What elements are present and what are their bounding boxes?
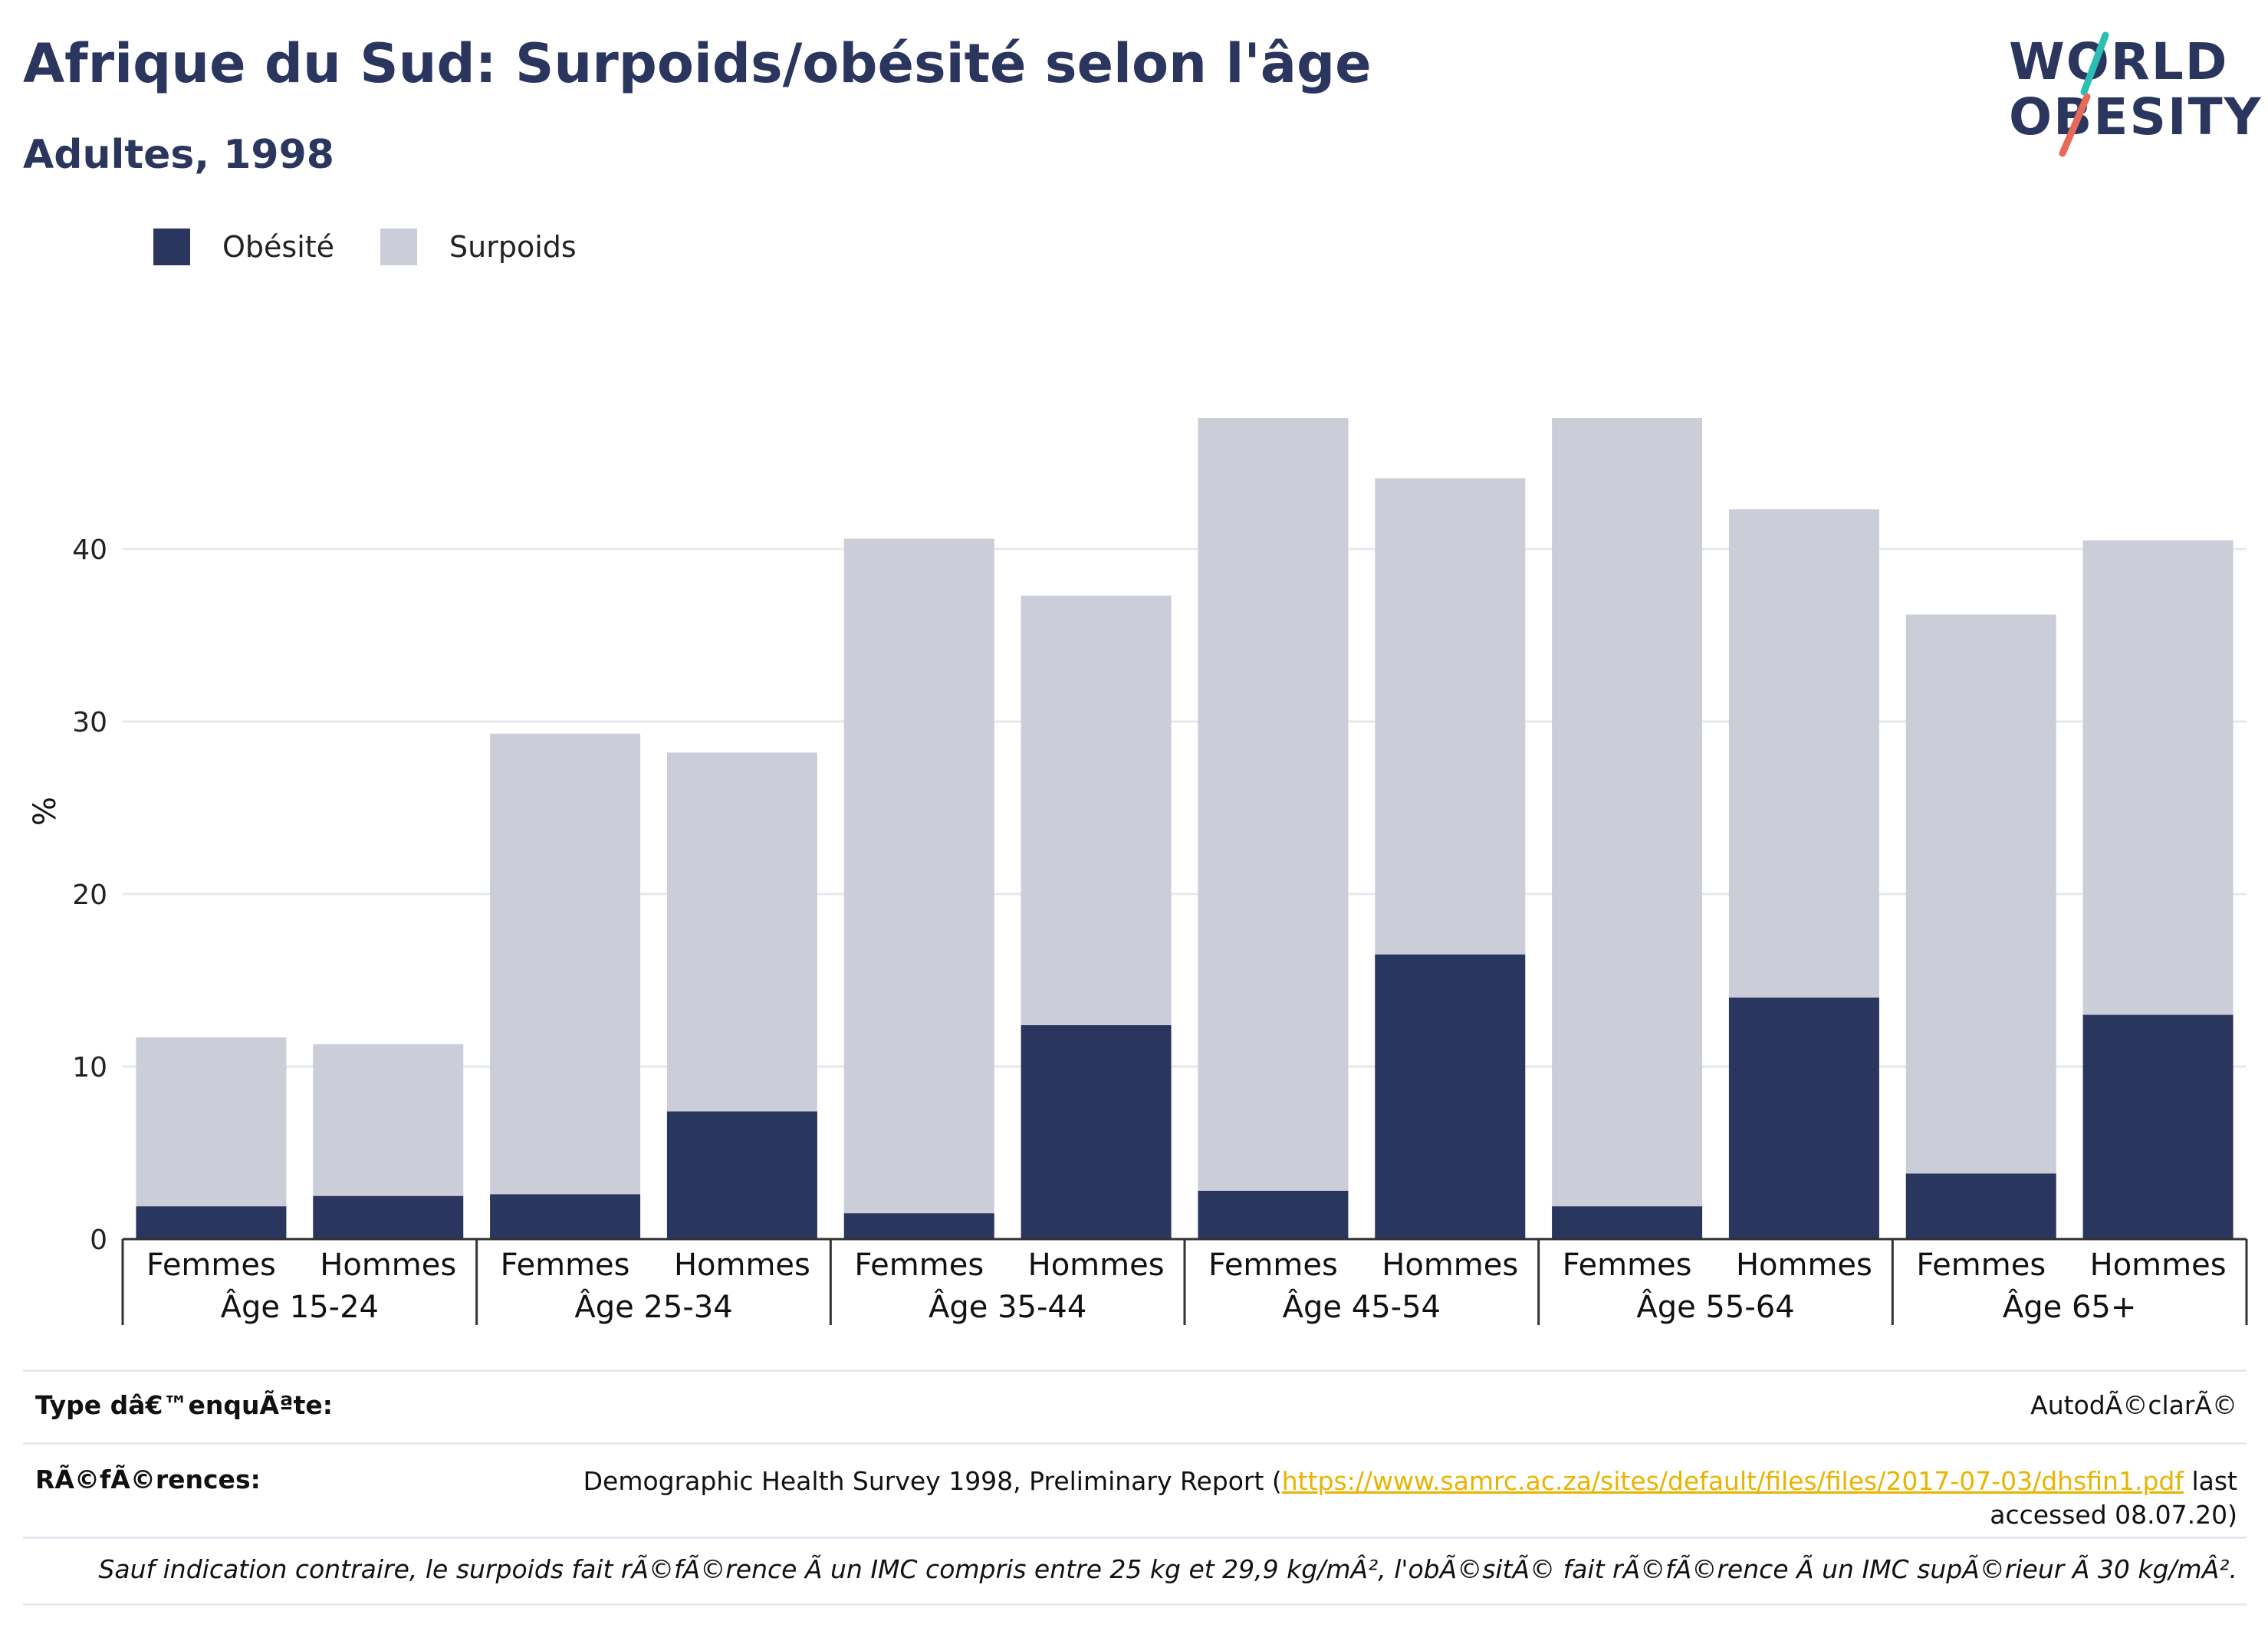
logo-slash-icon — [2059, 31, 2109, 157]
references-link[interactable]: https://www.samrc.ac.za/sites/default/fi… — [1281, 1466, 2184, 1496]
y-axis-label: % — [28, 797, 63, 826]
x-group-label: Âge 55-64 — [1636, 1288, 1794, 1325]
bar-obesity — [1905, 1173, 2056, 1239]
y-tick-label: 30 — [72, 707, 107, 738]
x-category-label: Femmes — [1916, 1248, 2046, 1283]
x-group-label: Âge 45-54 — [1283, 1288, 1441, 1325]
bar-overweight — [1198, 418, 1349, 1191]
bar-overweight — [490, 733, 641, 1195]
y-tick-label: 0 — [90, 1225, 107, 1256]
x-category-label: Femmes — [854, 1248, 984, 1283]
x-group-label: Âge 65+ — [2003, 1288, 2137, 1325]
bar-overweight — [843, 538, 994, 1214]
x-category-label: Femmes — [501, 1248, 630, 1283]
bar-overweight — [1728, 509, 1879, 998]
info-table: Type dâ€™enquÃªte: AutodÃ©clarÃ© RÃ©fÃ©r… — [23, 1369, 2247, 1606]
survey-type-label: Type dâ€™enquÃªte: — [35, 1390, 333, 1420]
x-category-label: Femmes — [1563, 1248, 1692, 1283]
legend-label-obesity: Obésité — [222, 230, 335, 264]
logo-line-1: WORLD — [2009, 32, 2229, 91]
x-category-label: Hommes — [674, 1248, 810, 1283]
chart-subtitle: Adultes, 1998 — [23, 132, 334, 178]
x-category-label: Femmes — [1208, 1248, 1338, 1283]
legend-label-overweight: Surpoids — [449, 230, 577, 264]
bar-obesity — [843, 1213, 994, 1239]
world-obesity-logo: WORLD OBESITY — [2001, 23, 2260, 169]
bar-obesity — [2082, 1014, 2233, 1239]
legend: Obésité Surpoids — [153, 228, 623, 265]
x-group-label: Âge 35-44 — [929, 1288, 1086, 1325]
references-row: RÃ©fÃ©rences: Demographic Health Survey … — [23, 1442, 2247, 1537]
references-label: RÃ©fÃ©rences: — [35, 1465, 261, 1494]
bar-obesity — [1021, 1025, 1172, 1239]
bar-overweight — [136, 1037, 287, 1207]
y-tick-label: 40 — [72, 534, 107, 566]
bar-obesity — [1198, 1191, 1349, 1239]
references-text: Demographic Health Survey 1998, Prelimin… — [583, 1466, 1282, 1496]
legend-item-overweight: Surpoids — [380, 228, 577, 265]
bar-overweight — [666, 752, 817, 1112]
x-category-label: Hommes — [2090, 1248, 2227, 1283]
y-tick-label: 10 — [72, 1052, 107, 1083]
x-category-label: Hommes — [1736, 1248, 1872, 1283]
legend-swatch-obesity — [153, 228, 190, 265]
bar-obesity — [490, 1194, 641, 1239]
survey-type-value: AutodÃ©clarÃ© — [2030, 1390, 2237, 1420]
x-category-label: Hommes — [1382, 1248, 1518, 1283]
survey-type-row: Type dâ€™enquÃªte: AutodÃ©clarÃ© — [23, 1369, 2247, 1442]
stacked-bar-chart: 0 10 20 30 40% Femmes Hommes Femmes Hommes Femmes… — [28, 418, 2248, 1325]
footnote-row: Sauf indication contraire, le surpoids f… — [23, 1537, 2247, 1606]
legend-item-obesity: Obésité — [153, 228, 334, 265]
logo-line-2: OBESITY — [2009, 87, 2263, 146]
x-group-label: Âge 25-34 — [574, 1288, 732, 1325]
references-line-2: accessed 08.07.20) — [1990, 1500, 2237, 1530]
bar-obesity — [1552, 1206, 1703, 1239]
bar-overweight — [1375, 478, 1526, 955]
bar-obesity — [666, 1111, 817, 1239]
bar-overweight — [1905, 614, 2056, 1174]
bar-overweight — [313, 1044, 464, 1196]
bar-overweight — [2082, 540, 2233, 1015]
x-category-label: Hommes — [320, 1248, 456, 1283]
footnote-text: Sauf indication contraire, le surpoids f… — [98, 1554, 2237, 1584]
bar-overweight — [1021, 595, 1172, 1025]
x-category-label: Hommes — [1028, 1248, 1165, 1283]
bar-obesity — [313, 1195, 464, 1239]
x-category-label: Femmes — [146, 1248, 276, 1283]
references-after-link: last — [2183, 1466, 2237, 1496]
bar-obesity — [1375, 954, 1526, 1239]
chart-title: Afrique du Sud: Surpoids/obésité selon l… — [23, 32, 1372, 95]
bar-obesity — [1728, 998, 1879, 1239]
bar-overweight — [1552, 418, 1703, 1207]
legend-swatch-overweight — [380, 228, 418, 265]
y-tick-label: 20 — [72, 879, 107, 911]
x-group-label: Âge 15-24 — [221, 1288, 379, 1325]
references-value: Demographic Health Survey 1998, Prelimin… — [23, 1445, 2247, 1532]
bar-obesity — [136, 1206, 287, 1239]
